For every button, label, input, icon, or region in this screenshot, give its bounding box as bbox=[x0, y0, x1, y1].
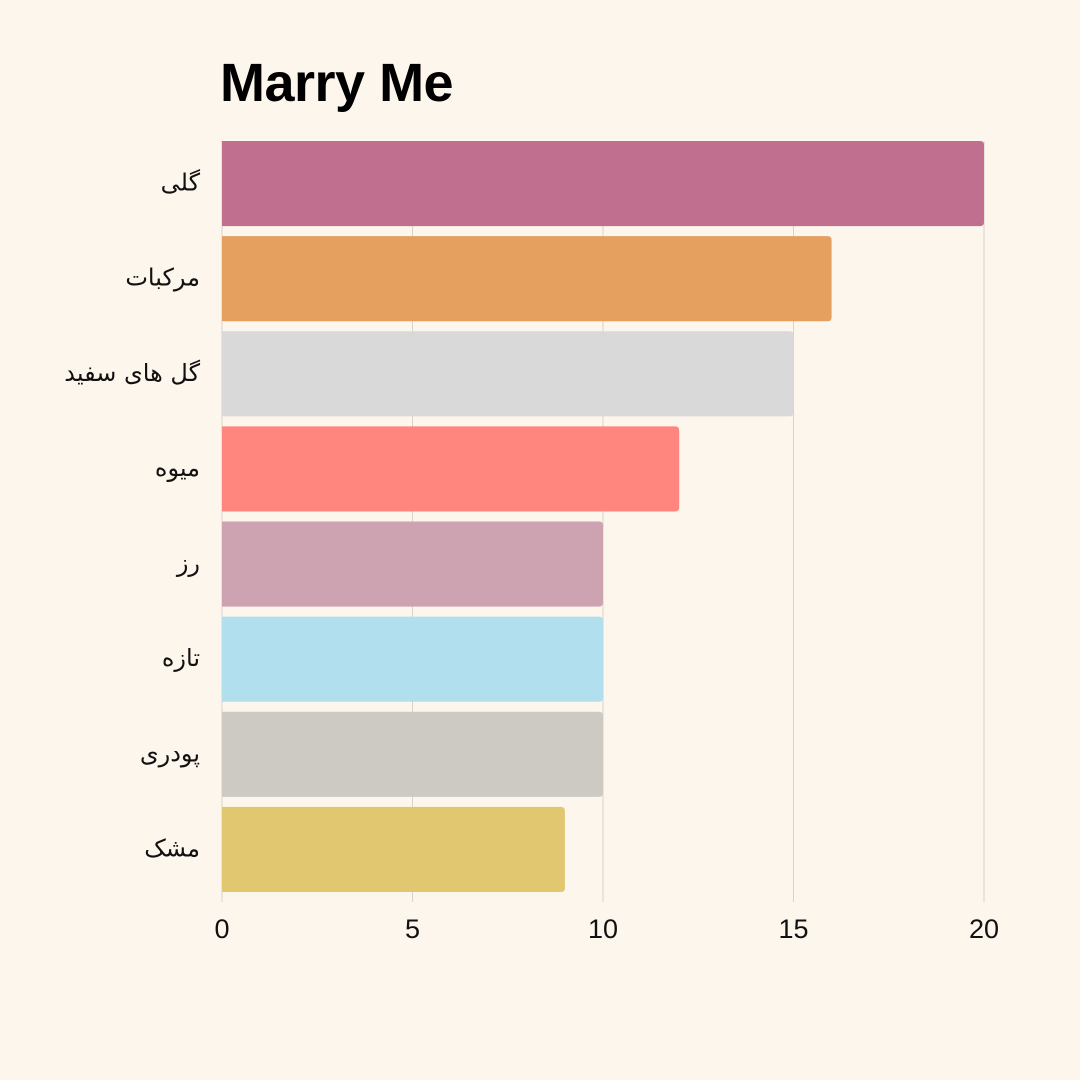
bar bbox=[222, 616, 603, 702]
bar bbox=[222, 141, 984, 227]
category-label: گل های سفید bbox=[64, 359, 200, 387]
x-tick-label: 15 bbox=[778, 914, 808, 944]
category-label: مرکبات bbox=[125, 264, 200, 292]
x-axis-ticks: 0 5 10 15 20 bbox=[214, 914, 999, 944]
category-label: گلی bbox=[161, 169, 201, 197]
bar bbox=[222, 711, 603, 797]
category-label: مشک bbox=[144, 834, 200, 862]
category-label: پودری bbox=[140, 739, 200, 767]
chart-title: Marry Me bbox=[220, 53, 454, 113]
x-tick-label: 20 bbox=[969, 914, 999, 944]
category-label: میوه bbox=[155, 454, 200, 482]
x-tick-label: 0 bbox=[214, 914, 229, 944]
category-labels: گلی مرکبات گل های سفید میوه رز تازه پودری مشک bbox=[64, 169, 200, 863]
category-label: تازه bbox=[162, 644, 200, 672]
x-tick-label: 5 bbox=[405, 914, 420, 944]
bar bbox=[222, 236, 832, 322]
bar bbox=[222, 521, 603, 607]
bars bbox=[222, 141, 984, 892]
category-label: رز bbox=[176, 549, 200, 577]
bar bbox=[222, 426, 680, 512]
x-tick-label: 10 bbox=[588, 914, 618, 944]
bar bbox=[222, 806, 565, 892]
bar bbox=[222, 331, 794, 417]
